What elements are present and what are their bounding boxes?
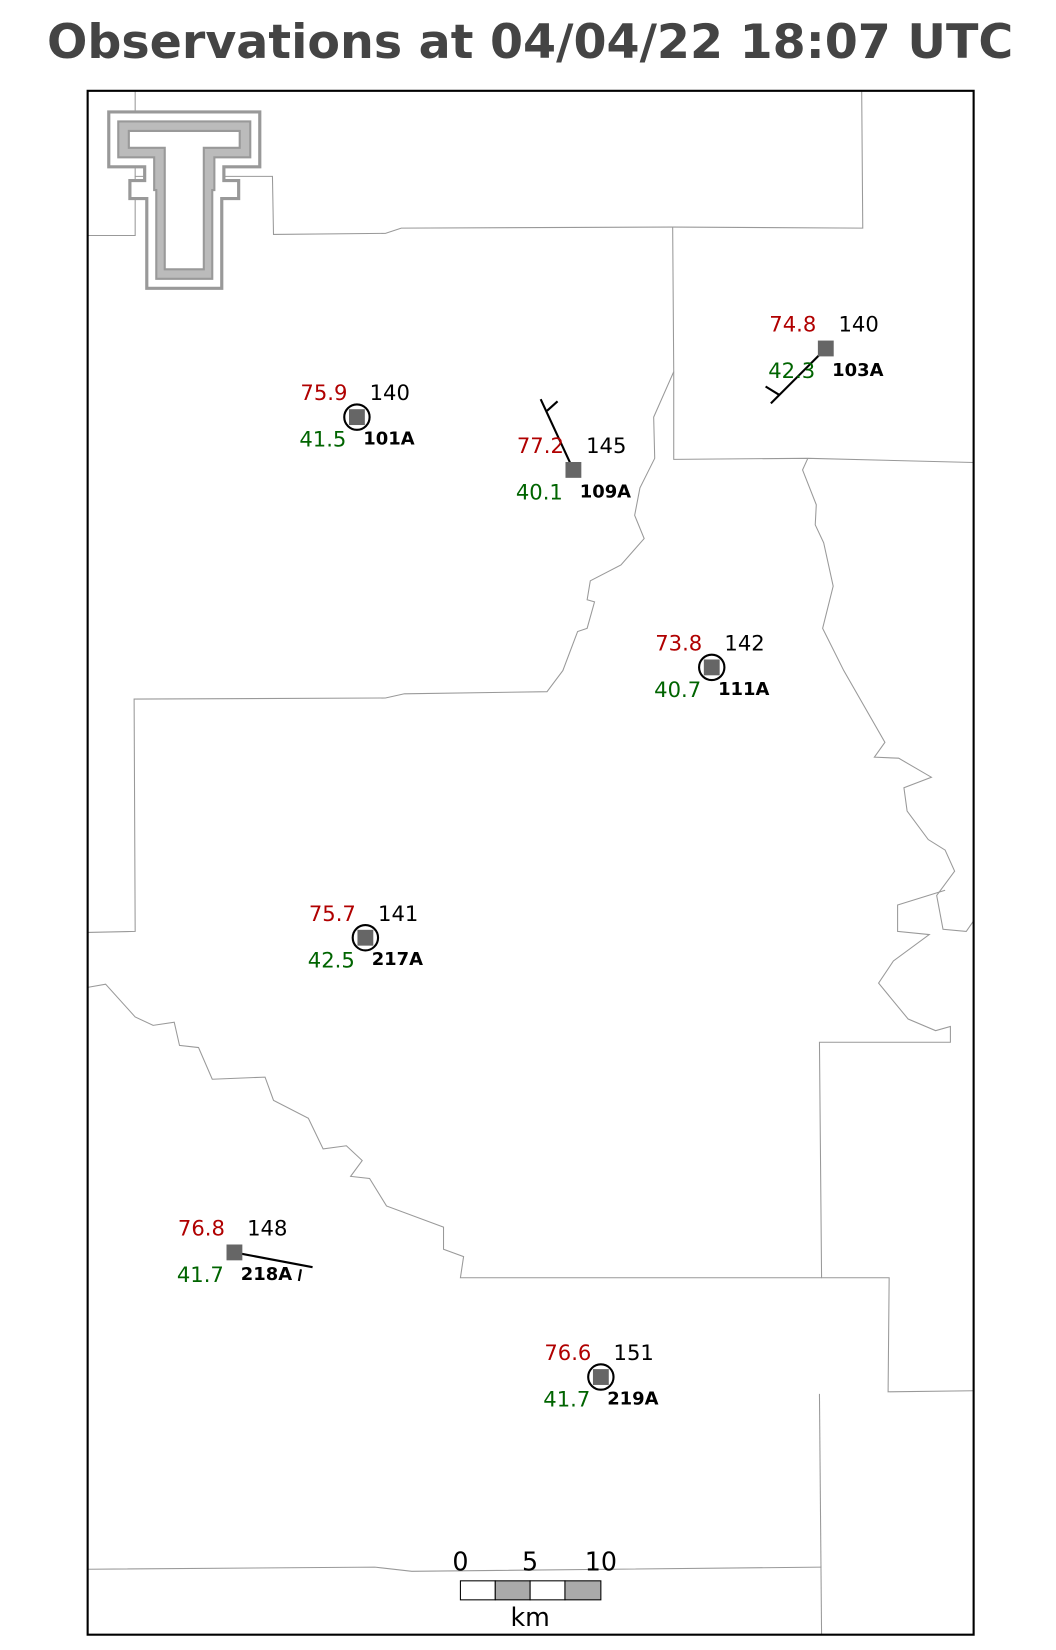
station-marker — [817, 340, 834, 357]
station-marker — [226, 1244, 243, 1261]
pressure: 140 — [838, 312, 878, 337]
map-frame — [86, 89, 975, 1636]
dewpoint: 42.5 — [308, 947, 355, 972]
station-id: 109A — [580, 481, 631, 502]
temperature: 75.9 — [300, 380, 347, 405]
temperature: 75.7 — [309, 901, 356, 926]
scale-tick: 10 — [585, 1546, 617, 1576]
dewpoint: 41.7 — [543, 1387, 590, 1412]
pressure: 140 — [370, 380, 410, 405]
temperature: 76.6 — [544, 1340, 591, 1365]
calm-circle — [587, 1363, 615, 1391]
pressure: 141 — [378, 901, 418, 926]
station-id: 217A — [372, 949, 423, 970]
wind-barb — [546, 400, 559, 412]
station-id: 219A — [607, 1388, 658, 1409]
dewpoint: 42.3 — [768, 358, 815, 383]
calm-circle — [698, 653, 726, 682]
wind-barb — [234, 1251, 313, 1269]
pressure: 148 — [247, 1216, 287, 1241]
scale-tick: 0 — [452, 1546, 468, 1576]
station-id: 218A — [241, 1264, 292, 1285]
calm-circle — [343, 403, 371, 431]
stations: 75.9 140 41.5 101A 77.2 145 40.1 109A 74.8 140 42.… — [177, 312, 884, 1412]
station-marker — [357, 929, 374, 946]
temperature: 73.8 — [655, 630, 702, 655]
pressure: 142 — [724, 630, 764, 655]
logo — [107, 110, 262, 290]
scale-bar: 0 5 10 km — [452, 1546, 617, 1632]
wind-barb — [770, 347, 827, 405]
dewpoint: 41.7 — [177, 1262, 224, 1287]
pressure: 145 — [586, 433, 626, 458]
station-id: 111A — [718, 679, 769, 700]
dewpoint: 41.5 — [299, 427, 346, 452]
title: Observations at 04/04/22 18:07 UTC — [47, 15, 1013, 70]
county-lines — [87, 90, 975, 1635]
calm-circle — [351, 924, 380, 952]
wind-barb — [539, 398, 575, 471]
dewpoint: 40.1 — [516, 479, 563, 504]
wind-barb — [297, 1269, 302, 1282]
station-marker — [565, 462, 582, 478]
dewpoint: 40.7 — [654, 677, 701, 702]
wind-barb — [765, 385, 780, 396]
scale-unit: km — [510, 1602, 549, 1632]
station-marker — [349, 409, 365, 426]
station-id: 101A — [363, 429, 414, 450]
temperature: 77.2 — [517, 433, 564, 458]
pressure: 151 — [614, 1340, 654, 1365]
station-id: 103A — [832, 360, 883, 381]
scale-tick: 5 — [522, 1546, 538, 1576]
temperature: 76.8 — [178, 1216, 225, 1241]
station-marker — [703, 659, 720, 676]
station-marker — [592, 1369, 609, 1385]
temperature: 74.8 — [769, 312, 816, 337]
